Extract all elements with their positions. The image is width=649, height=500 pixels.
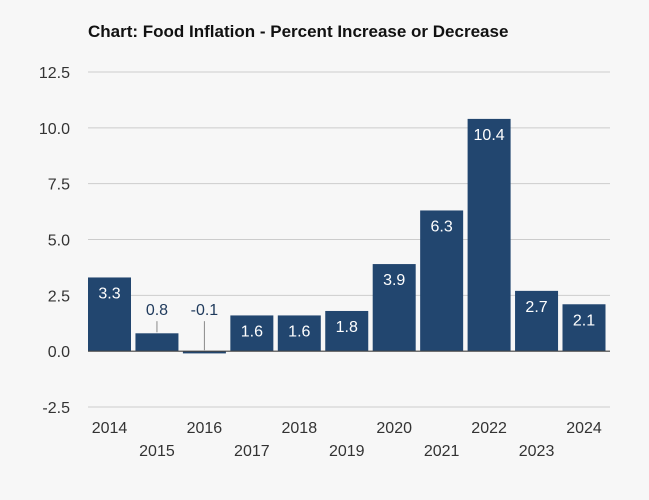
x-tick-label: 2021 (424, 443, 460, 460)
bar (230, 315, 274, 352)
chart-title: Chart: Food Inflation - Percent Increase… (88, 22, 509, 41)
bar-value-label: 3.9 (383, 272, 405, 289)
bar-value-label: 1.6 (241, 323, 263, 340)
bar (467, 118, 511, 352)
bar (277, 315, 321, 352)
bar-value-label: 2.1 (573, 312, 595, 329)
x-tick-label: 2020 (376, 420, 412, 437)
gridlines (88, 71, 610, 408)
x-tick-label: 2018 (282, 420, 318, 437)
y-tick-label: 7.5 (48, 177, 70, 194)
x-tick-label: 2019 (329, 443, 365, 460)
bar-value-label: 6.3 (431, 218, 453, 235)
bar (515, 290, 559, 352)
y-tick-label: -2.5 (42, 400, 70, 417)
bar (88, 277, 131, 352)
y-tick-label: 0.0 (48, 344, 70, 361)
bar (135, 333, 179, 352)
x-tick-label: 2017 (234, 443, 270, 460)
bar (562, 304, 606, 352)
x-tick-label: 2023 (519, 443, 555, 460)
bar-value-label: 1.8 (336, 319, 358, 336)
x-tick-label: 2024 (566, 420, 602, 437)
y-tick-label: 2.5 (48, 288, 70, 305)
y-tick-label: 12.5 (39, 65, 70, 82)
bar-value-label: 3.3 (98, 285, 120, 302)
bar-value-label: 0.8 (146, 302, 168, 319)
x-axis-ticks: 2014 2015 2016 2017 2018 2019 2020 2021 2022 2023… (92, 420, 602, 460)
y-tick-label: 10.0 (39, 121, 70, 138)
bar-value-label: -0.1 (191, 302, 219, 319)
x-tick-label: 2016 (187, 420, 223, 437)
bar (420, 210, 464, 352)
bar (182, 351, 226, 354)
y-axis-ticks: -2.5 0.0 2.5 5.0 7.5 10.0 12.5 (39, 65, 70, 417)
x-tick-label: 2014 (92, 420, 128, 437)
bar-value-label: 10.4 (474, 127, 505, 144)
bars: 3.3 0.8 -0.1 1.6 1.6 1.8 3.9 6.3 10.4 2.7 2.1 (88, 118, 610, 354)
bar (372, 264, 416, 352)
bar-value-label: 1.6 (288, 323, 310, 340)
x-tick-label: 2022 (471, 420, 507, 437)
y-tick-label: 5.0 (48, 233, 70, 250)
bar (325, 310, 369, 352)
x-tick-label: 2015 (139, 443, 175, 460)
bar-value-label: 2.7 (525, 299, 547, 316)
